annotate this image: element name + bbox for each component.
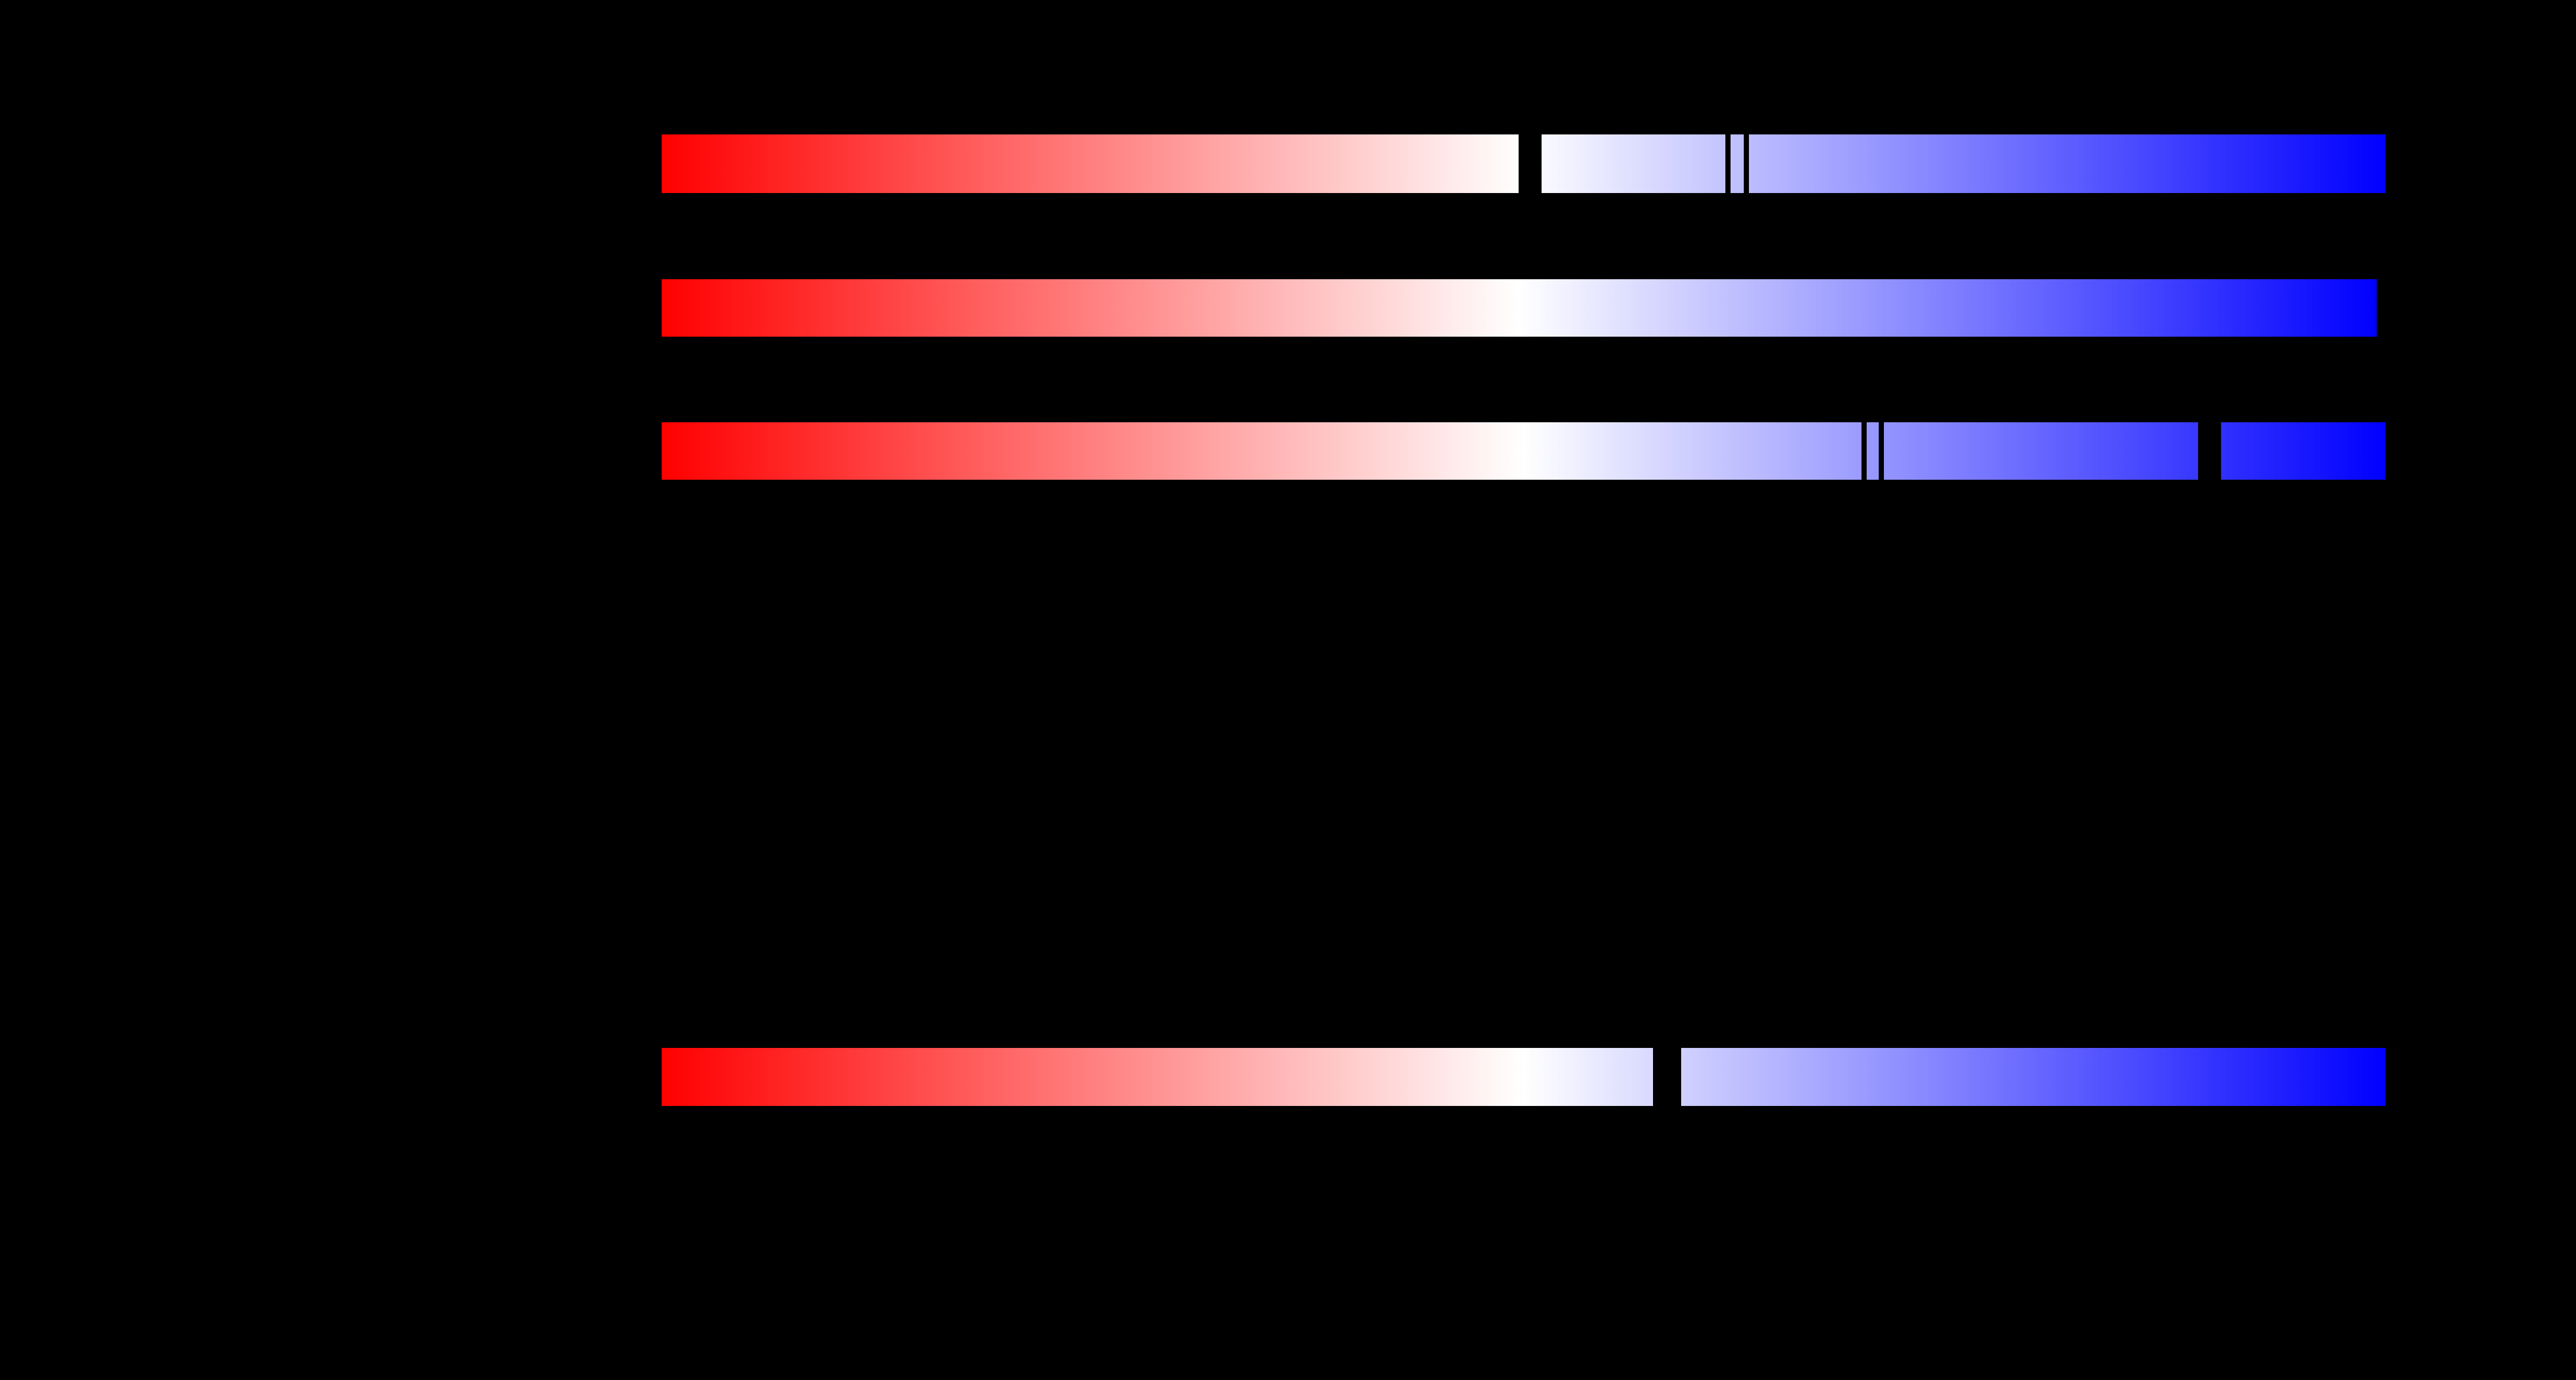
colorbar-4: [662, 1048, 2385, 1106]
gap-marker: [2198, 422, 2221, 480]
gap-marker: [1725, 134, 1731, 193]
colorbar-2: [662, 279, 2377, 337]
colorbar-1: [662, 134, 2385, 193]
gap-marker: [1744, 134, 1749, 193]
gap-marker: [1879, 422, 1884, 480]
gap-marker: [1653, 1048, 1681, 1106]
colorbar-3: [662, 422, 2385, 480]
gap-marker: [1519, 134, 1542, 193]
gap-marker: [1861, 422, 1867, 480]
